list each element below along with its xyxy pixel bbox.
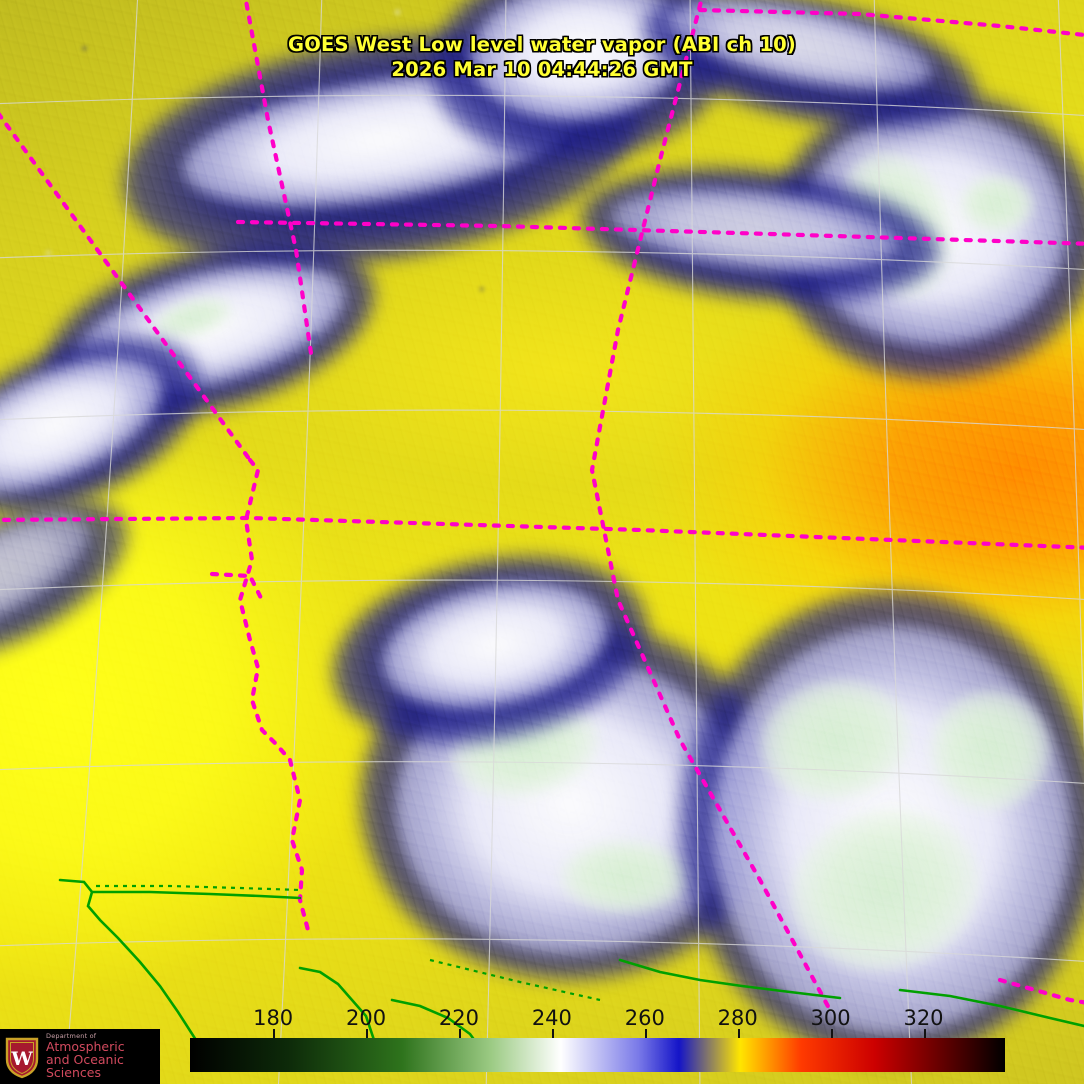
colorbar-tick-label: 240 — [531, 1006, 572, 1030]
colorbar-tick-label: 220 — [438, 1006, 479, 1030]
colorbar-tick-label: 300 — [810, 1006, 851, 1030]
logo-name-line-2: and Oceanic Sciences — [46, 1052, 124, 1081]
colorbar-tick — [923, 1029, 926, 1038]
colorbar: 180 200 220 240 260 280 300 320 — [190, 1006, 1005, 1072]
colorbar-tick — [458, 1029, 461, 1038]
colorbar-tick — [551, 1029, 554, 1038]
crest-letter: W — [10, 1048, 33, 1070]
colorbar-gradient — [190, 1038, 1005, 1072]
logo-name-line-1: Atmospheric — [46, 1039, 125, 1055]
colorbar-tick — [273, 1029, 276, 1038]
colorbar-tick-label: 280 — [717, 1006, 758, 1030]
colorbar-tick — [644, 1029, 647, 1038]
colorbar-tick-label: 200 — [345, 1006, 387, 1030]
colorbar-tick-label: 320 — [903, 1006, 944, 1030]
colorbar-tick-label: 260 — [624, 1006, 665, 1030]
colorbar-tick — [366, 1029, 369, 1038]
colorbar-tick — [830, 1029, 833, 1038]
uw-aos-logo: W Department of Atmospheric and Oceanic … — [0, 1029, 160, 1084]
colorbar-tick-label: 180 — [253, 1006, 294, 1030]
uw-crest-icon: W — [5, 1037, 39, 1078]
logo-department-line: Department of — [46, 1032, 97, 1041]
logo-text-block: Department of Atmospheric and Oceanic Sc… — [46, 1032, 160, 1081]
colorbar-tick — [737, 1029, 740, 1038]
